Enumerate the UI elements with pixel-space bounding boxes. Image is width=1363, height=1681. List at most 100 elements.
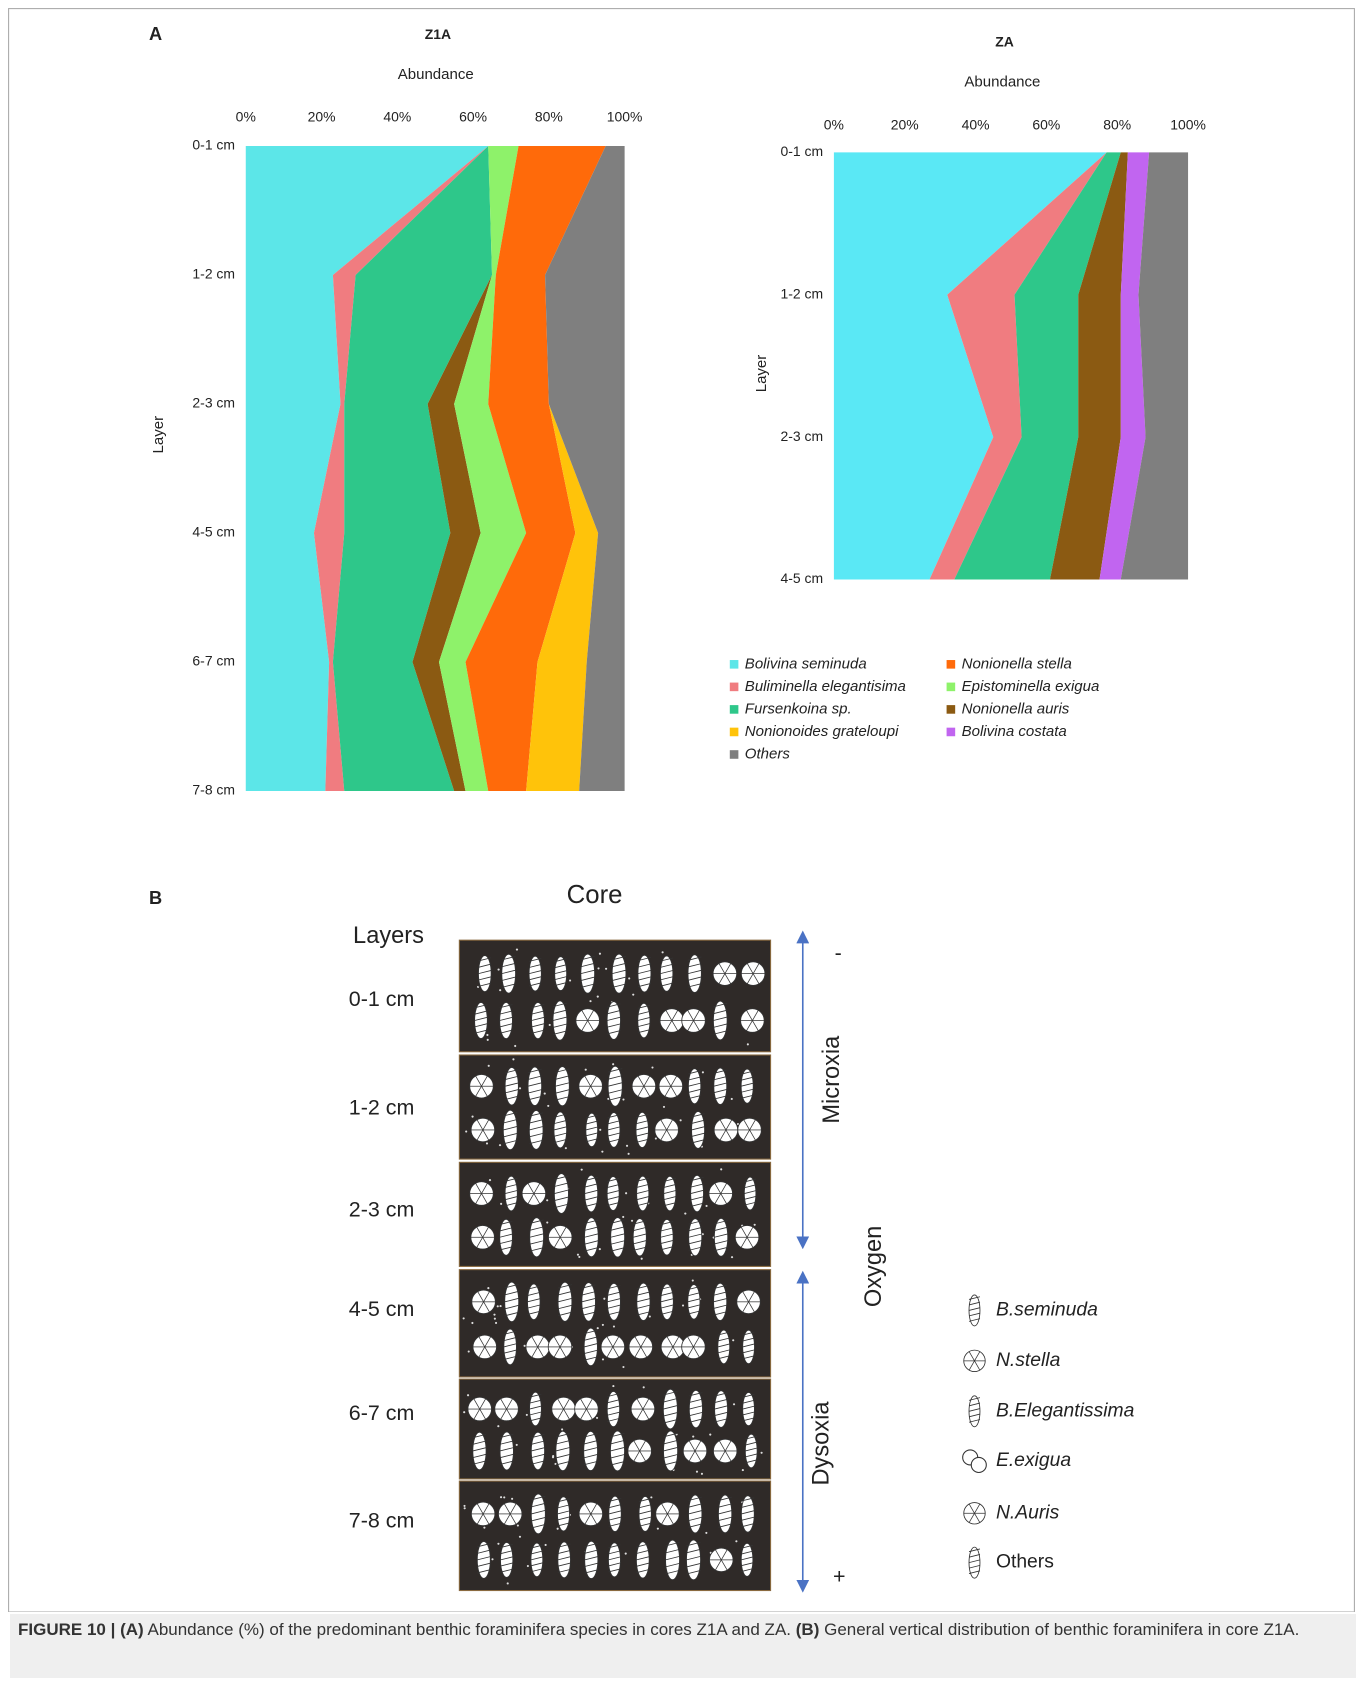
caption-label: (B) — [796, 1620, 820, 1639]
sediment-dot — [692, 1435, 694, 1437]
sediment-dot — [545, 1544, 547, 1546]
y-tick-label: 4-5 cm — [781, 570, 824, 586]
sediment-dot — [731, 1098, 733, 1100]
x-tick-label: 60% — [1032, 116, 1060, 132]
sediment-dot — [581, 1169, 583, 1171]
sediment-dot — [577, 1254, 579, 1256]
sediment-dot — [524, 1345, 526, 1347]
sediment-dot — [499, 989, 501, 991]
legend-swatch — [730, 660, 739, 669]
sediment-dot — [471, 1322, 473, 1324]
legend-swatch — [947, 660, 956, 669]
legend-label: Bolivina costata — [962, 723, 1067, 740]
zone-label: Microxia — [819, 1035, 845, 1124]
sediment-dot — [516, 949, 518, 951]
sediment-dot — [561, 1428, 563, 1430]
y-tick-label: 4-5 cm — [192, 524, 235, 540]
layer-label: 7-8 cm — [349, 1509, 415, 1533]
legend-swatch — [947, 728, 956, 737]
legend-swatch — [730, 750, 739, 759]
y-tick-label: 6-7 cm — [192, 653, 235, 669]
sediment-dot — [596, 1417, 598, 1419]
sediment-dot — [544, 1093, 546, 1095]
figure: A B Core Layers - + Microxia Dysoxia Oxy… — [0, 0, 1363, 1612]
sediment-dot — [692, 1279, 694, 1281]
sediment-dot — [552, 1456, 554, 1458]
sediment-dot — [499, 1305, 501, 1307]
sediment-dot — [486, 1034, 488, 1036]
layer-label: 0-1 cm — [349, 987, 415, 1011]
y-axis-title: Layer — [150, 416, 167, 454]
sediment-dot — [709, 1434, 711, 1436]
sediment-dot — [649, 1315, 651, 1317]
y-tick-label: 2-3 cm — [192, 395, 235, 411]
sediment-dot — [705, 1532, 707, 1534]
layer-label: 4-5 cm — [349, 1297, 415, 1321]
chart-title: Z1A — [425, 26, 451, 42]
sediment-dot — [663, 1106, 665, 1108]
foram-legend-label: Others — [996, 1552, 1054, 1573]
foram-legend-item — [964, 1350, 985, 1371]
legend-label: Bolivina seminuda — [745, 655, 867, 672]
sediment-dot — [503, 1496, 505, 1498]
sediment-dot — [622, 1098, 624, 1100]
sediment-dot — [597, 967, 599, 969]
foram-legend-item — [969, 1396, 980, 1427]
sediment-dot — [500, 1496, 502, 1498]
sediment-dot — [500, 1203, 502, 1205]
sediment-dot — [486, 1142, 488, 1144]
sediment-dot — [613, 1325, 615, 1327]
core-title: Core — [567, 881, 623, 909]
legend-swatch — [730, 705, 739, 714]
sediment-dot — [742, 1469, 744, 1471]
sediment-dot — [514, 1045, 516, 1047]
foram-shape — [971, 1457, 986, 1472]
sediment-dot — [517, 1524, 519, 1526]
foram-legend-label: B.Elegantissima — [996, 1400, 1135, 1421]
sediment-dot — [498, 969, 500, 971]
sediment-dot — [702, 1071, 704, 1073]
sediment-dot — [526, 1414, 528, 1416]
sediment-dot — [643, 1386, 645, 1388]
sediment-dot — [589, 1000, 591, 1002]
sediment-dot — [747, 1043, 749, 1045]
y-tick-label: 1-2 cm — [781, 285, 824, 301]
x-tick-label: 20% — [308, 109, 336, 125]
sediment-dot — [684, 1213, 686, 1215]
sediment-dot — [546, 1199, 548, 1201]
core-layer — [459, 1379, 770, 1479]
legend-swatch — [947, 683, 956, 692]
sediment-dot — [657, 1528, 659, 1530]
core-layer — [459, 1162, 770, 1266]
legend-swatch — [947, 705, 956, 714]
panel-label: A — [149, 23, 162, 44]
legend-label: Epistominella exigua — [962, 678, 1100, 695]
sediment-dot — [655, 1137, 657, 1139]
foram-legend-item — [969, 1547, 980, 1578]
y-tick-label: 2-3 cm — [781, 428, 824, 444]
sediment-dot — [761, 1452, 763, 1454]
sediment-dot — [519, 1536, 521, 1538]
sediment-dot — [641, 1258, 643, 1260]
sediment-dot — [487, 1287, 489, 1289]
sediment-dot — [625, 1192, 627, 1194]
sediment-dot — [682, 1304, 684, 1306]
sediment-dot — [468, 1350, 470, 1352]
foram-legend-item — [964, 1503, 985, 1524]
sediment-dot — [527, 1565, 529, 1567]
sediment-dot — [565, 1147, 567, 1149]
sediment-dot — [471, 1116, 473, 1118]
sediment-dot — [626, 1145, 628, 1147]
layer-label: 1-2 cm — [349, 1095, 415, 1119]
sediment-dot — [546, 1221, 548, 1223]
sediment-dot — [601, 1151, 603, 1153]
x-tick-label: 0% — [824, 116, 844, 132]
y-tick-label: 7-8 cm — [192, 782, 235, 798]
legend-label: Fursenkoina sp. — [745, 700, 852, 717]
sediment-dot — [599, 1129, 601, 1131]
sediment-dot — [489, 1179, 491, 1181]
sediment-dot — [467, 1394, 469, 1396]
sediment-dot — [497, 1425, 499, 1427]
sediment-dot — [494, 1318, 496, 1320]
sediment-dot — [557, 1528, 559, 1530]
